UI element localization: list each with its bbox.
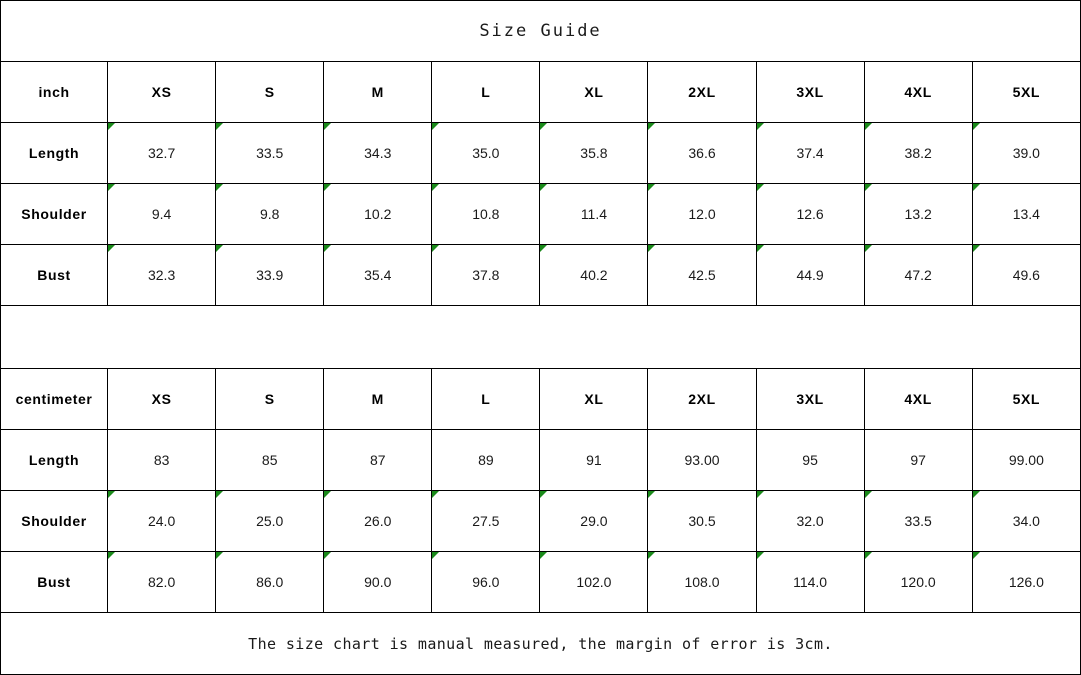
- size-header-l: L: [431, 61, 541, 123]
- measurement-value: 91: [539, 429, 649, 491]
- measurement-value: 10.8: [431, 183, 541, 245]
- measurement-value: 90.0: [323, 551, 433, 613]
- measurement-value: 96.0: [431, 551, 541, 613]
- page-title: Size Guide: [0, 0, 1081, 62]
- measurement-value: 32.0: [755, 490, 865, 552]
- measurement-value: 12.6: [755, 183, 865, 245]
- measurement-value: 9.8: [215, 183, 325, 245]
- measurement-label-length: Length: [0, 429, 109, 491]
- measurement-value: 37.8: [431, 244, 541, 306]
- measurement-value: 102.0: [539, 551, 649, 613]
- measurement-row: Bust 82.0 86.0 90.0 96.0 102.0 108.0 114.0 120.0…: [0, 551, 1081, 613]
- measurement-value: 35.4: [323, 244, 433, 306]
- size-header-xl: XL: [539, 368, 649, 430]
- measurement-value: 44.9: [755, 244, 865, 306]
- size-header-4xl: 4XL: [863, 368, 973, 430]
- measurement-value: 36.6: [647, 122, 757, 184]
- measurement-value: 89: [431, 429, 541, 491]
- measurement-value: 25.0: [215, 490, 325, 552]
- measurement-label-length: Length: [0, 122, 109, 184]
- measurement-value: 33.5: [215, 122, 325, 184]
- table-spacer-row: [0, 305, 1081, 369]
- measurement-value: 42.5: [647, 244, 757, 306]
- size-header-m: M: [323, 61, 433, 123]
- measurement-value: 39.0: [971, 122, 1081, 184]
- measurement-value: 33.9: [215, 244, 325, 306]
- size-header-l: L: [431, 368, 541, 430]
- measurement-label-bust: Bust: [0, 244, 109, 306]
- measurement-value: 38.2: [863, 122, 973, 184]
- measurement-value: 30.5: [647, 490, 757, 552]
- measurement-value: 114.0: [755, 551, 865, 613]
- measurement-value: 95: [755, 429, 865, 491]
- measurement-value: 32.7: [107, 122, 217, 184]
- unit-label-inch: inch: [0, 61, 109, 123]
- measurement-value: 34.0: [971, 490, 1081, 552]
- measurement-row: Length 32.7 33.5 34.3 35.0 35.8 36.6 37.4 38.2 39…: [0, 122, 1081, 184]
- footer-note: The size chart is manual measured, the m…: [0, 612, 1081, 675]
- size-header-5xl: 5XL: [971, 368, 1081, 430]
- measurement-value: 108.0: [647, 551, 757, 613]
- size-header-row: centimeter XS S M L XL 2XL 3XL 4XL 5XL: [0, 368, 1081, 430]
- measurement-value: 85: [215, 429, 325, 491]
- measurement-label-shoulder: Shoulder: [0, 490, 109, 552]
- measurement-label-bust: Bust: [0, 551, 109, 613]
- measurement-value: 26.0: [323, 490, 433, 552]
- size-header-xs: XS: [107, 368, 217, 430]
- measurement-value: 35.8: [539, 122, 649, 184]
- measurement-value: 126.0: [971, 551, 1081, 613]
- measurement-row: Shoulder 24.0 25.0 26.0 27.5 29.0 30.5 32.0 33.5…: [0, 490, 1081, 552]
- size-header-row: inch XS S M L XL 2XL 3XL 4XL 5XL: [0, 61, 1081, 123]
- measurement-value: 97: [863, 429, 973, 491]
- size-header-5xl: 5XL: [971, 61, 1081, 123]
- size-header-2xl: 2XL: [647, 61, 757, 123]
- measurement-value: 93.00: [647, 429, 757, 491]
- measurement-value: 82.0: [107, 551, 217, 613]
- size-header-3xl: 3XL: [755, 368, 865, 430]
- size-header-m: M: [323, 368, 433, 430]
- size-header-s: S: [215, 61, 325, 123]
- measurement-value: 47.2: [863, 244, 973, 306]
- size-header-xl: XL: [539, 61, 649, 123]
- measurement-value: 13.4: [971, 183, 1081, 245]
- footer-row: The size chart is manual measured, the m…: [0, 612, 1081, 675]
- size-header-4xl: 4XL: [863, 61, 973, 123]
- measurement-value: 24.0: [107, 490, 217, 552]
- size-header-3xl: 3XL: [755, 61, 865, 123]
- measurement-value: 99.00: [971, 429, 1081, 491]
- measurement-row: Shoulder 9.4 9.8 10.2 10.8 11.4 12.0 12.6 13.2 13…: [0, 183, 1081, 245]
- measurement-value: 83: [107, 429, 217, 491]
- measurement-row: Bust 32.3 33.9 35.4 37.8 40.2 42.5 44.9 47.2 49.6: [0, 244, 1081, 306]
- measurement-value: 29.0: [539, 490, 649, 552]
- measurement-value: 9.4: [107, 183, 217, 245]
- measurement-label-shoulder: Shoulder: [0, 183, 109, 245]
- unit-label-centimeter: centimeter: [0, 368, 109, 430]
- measurement-value: 35.0: [431, 122, 541, 184]
- title-row: Size Guide: [0, 0, 1081, 62]
- measurement-value: 34.3: [323, 122, 433, 184]
- measurement-value: 32.3: [107, 244, 217, 306]
- measurement-value: 49.6: [971, 244, 1081, 306]
- measurement-value: 86.0: [215, 551, 325, 613]
- size-header-2xl: 2XL: [647, 368, 757, 430]
- measurement-value: 40.2: [539, 244, 649, 306]
- measurement-value: 12.0: [647, 183, 757, 245]
- measurement-value: 11.4: [539, 183, 649, 245]
- size-header-s: S: [215, 368, 325, 430]
- measurement-value: 33.5: [863, 490, 973, 552]
- measurement-value: 27.5: [431, 490, 541, 552]
- measurement-value: 87: [323, 429, 433, 491]
- measurement-row: Length 83 85 87 89 91 93.00 95 97 99.00: [0, 429, 1081, 491]
- size-header-xs: XS: [107, 61, 217, 123]
- table-spacer: [0, 305, 1081, 369]
- measurement-value: 13.2: [863, 183, 973, 245]
- measurement-value: 120.0: [863, 551, 973, 613]
- measurement-value: 37.4: [755, 122, 865, 184]
- measurement-value: 10.2: [323, 183, 433, 245]
